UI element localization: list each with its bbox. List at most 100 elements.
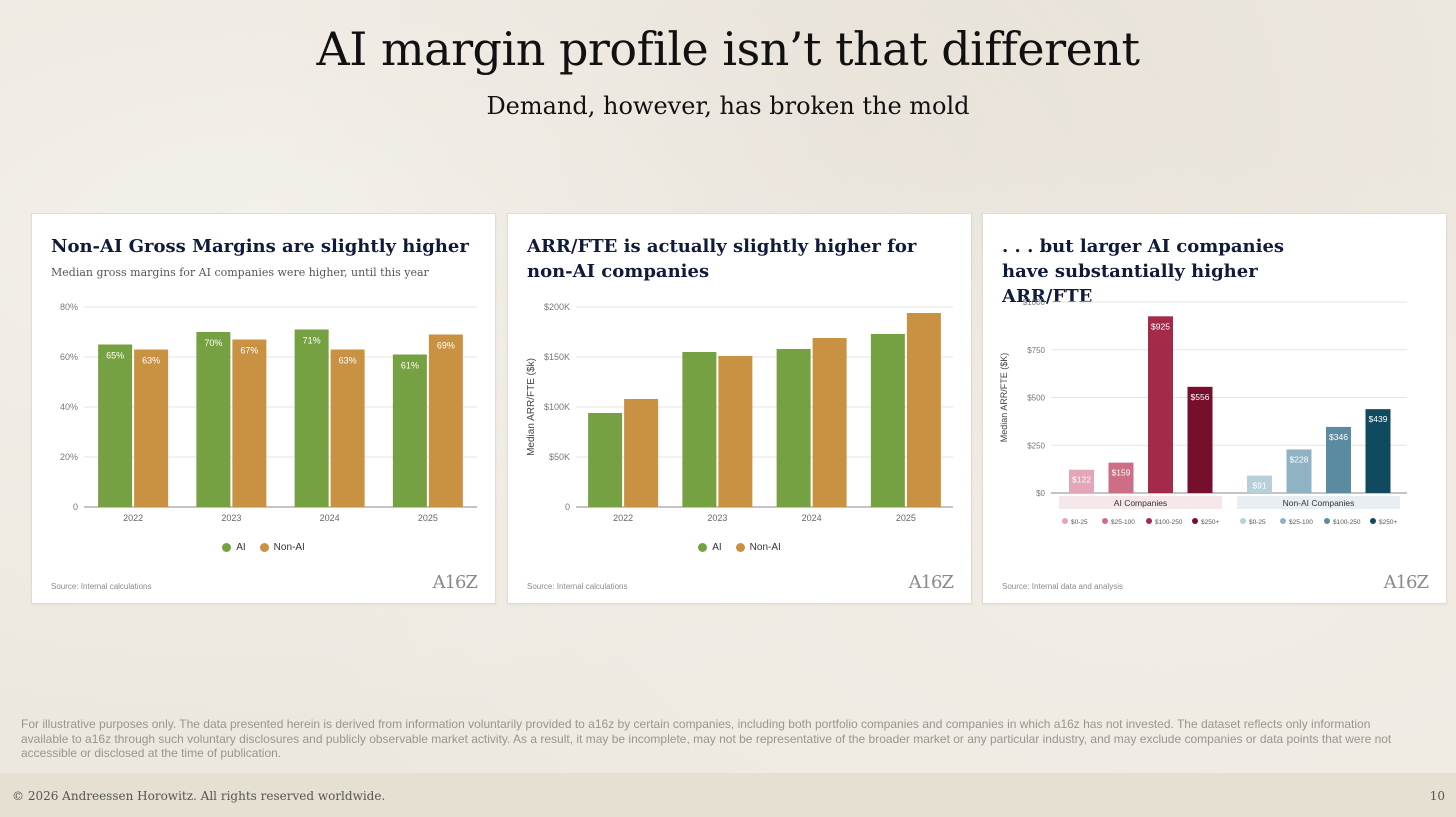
legend-label: $250+ [1379,519,1397,526]
legend-item-non-ai: Non-AI [259,542,305,553]
group-band [1237,496,1400,509]
bar-non-ai [232,339,267,507]
x-tick-label: 2025 [418,513,438,523]
arr-fte-by-size-chart: $0 $250 $500 $750 $1000 Median ARR/FTE ($K) $1… [999,298,1407,526]
legend-label: Non-AI [273,542,305,553]
chart-legend: AI Non-AI [508,542,971,553]
card-gross-margins: Non-AI Gross Margins are slightly higher… [31,213,496,604]
legend-item-ai: AI [698,542,722,553]
disclaimer: For illustrative purposes only. The data… [21,717,1392,760]
legend-dot [1280,518,1286,524]
x-tick-label: 2025 [896,513,916,523]
y-tick-label: $0 [1036,489,1045,498]
legend-item-non-ai: Non-AI [735,542,781,553]
data-label: 70% [204,338,222,348]
y-tick-label: 40% [60,402,78,412]
legend-dot [1240,518,1246,524]
legend-label: AI [236,542,246,553]
y-tick-label: $50K [549,452,570,462]
y-tick-label: $100K [544,402,570,412]
bar-non-ai [812,338,847,507]
legend-dot [1146,518,1152,524]
data-label: $556 [1191,392,1210,402]
bar-ai [392,354,427,507]
copyright: © 2026 Andreessen Horowitz. All rights r… [12,789,386,803]
card-arr-fte-by-size: . . . but larger AI companies have subst… [982,213,1447,604]
a16z-logo: A16Z [908,572,954,593]
bar-non-ai [428,334,463,507]
footer-band [0,773,1456,817]
bar-non-ai [624,399,659,507]
bar-ai [294,329,329,507]
legend-label: Non-AI [749,542,781,553]
y-axis-label: Median ARR/FTE ($k) [526,358,537,456]
ai-legend-dot [698,543,708,552]
card-title: . . . but larger AI companies have subst… [1002,236,1285,307]
ai-legend-dot [222,543,232,552]
bar-ai [1187,386,1213,493]
data-label: $228 [1290,454,1309,464]
page-number: 10 [1429,789,1445,803]
legend-dot [1102,518,1108,524]
legend-label: $100-250 [1333,519,1361,526]
legend-label: AI [712,542,722,553]
legend-label: $250+ [1201,519,1219,526]
x-tick-label: 2022 [123,513,143,523]
bar-ai [1108,462,1134,493]
chart-legend: AI Non-AI [32,542,495,553]
slide-subtitle: Demand, however, has broken the mold [486,92,970,120]
bar-non-ai [1247,475,1272,493]
bar-ai [588,413,623,507]
bar-ai [196,332,231,507]
data-label: 63% [142,356,160,366]
card-subtitle: Median gross margins for AI companies we… [51,266,429,279]
bar-non-ai [330,349,365,507]
legend-dot [1324,518,1330,524]
arr-fte-chart: 0 $50K $100K $150K $200K Median ARR/FTE ($k) 2… [526,302,953,523]
data-label: 71% [303,336,321,346]
data-label: $122 [1072,475,1091,485]
data-label: $439 [1369,414,1388,424]
y-tick-label: $150K [544,352,570,362]
legend-label: $25-100 [1289,519,1313,526]
legend-label: $0-25 [1071,519,1088,526]
x-tick-label: 2023 [221,513,241,523]
bar-ai [1148,316,1173,493]
bar-non-ai [134,349,169,507]
card-title: ARR/FTE is actually slightly higher for … [527,236,917,282]
data-label: 69% [437,341,455,351]
legend-dot [1062,518,1068,524]
y-tick-label: 80% [60,302,78,312]
legend-label: $0-25 [1249,519,1266,526]
bar-ai [776,349,811,507]
legend-label: $25-100 [1111,519,1135,526]
slide-title: AI margin profile isn’t that different [316,22,1140,76]
data-label: $346 [1329,432,1348,442]
x-tick-label: 2023 [707,513,727,523]
data-label: 67% [240,346,258,356]
bar-ai [682,352,717,507]
gross-margin-chart: 0 20% 40% 60% 80% 65% 63% 2022 70% 67% 2023 71% 63% 2… [60,302,477,523]
data-label: $925 [1151,321,1170,331]
y-tick-label: 60% [60,352,78,362]
data-label: 65% [106,351,124,361]
y-tick-label: $500 [1027,394,1045,403]
bar-ai [1069,469,1094,493]
non-ai-legend-dot [735,543,745,552]
a16z-logo: A16Z [1383,572,1429,593]
bar-ai [98,344,133,507]
bar-non-ai [718,356,753,507]
group-band [1059,496,1222,509]
group-label: Non-AI Companies [1283,498,1355,508]
source-note: Source: Internal data and analysis [1002,582,1123,591]
y-tick-label: 0 [73,502,78,512]
data-label: $159 [1112,468,1131,478]
non-ai-legend-dot [259,543,269,552]
source-note: Source: Internal calculations [51,582,152,591]
bar-non-ai [1326,426,1351,493]
group-label: AI Companies [1114,498,1167,508]
x-tick-label: 2024 [802,513,822,523]
a16z-logo: A16Z [432,572,478,593]
bar-non-ai [1286,449,1312,493]
card-arr-fte: ARR/FTE is actually slightly higher for … [507,213,972,604]
